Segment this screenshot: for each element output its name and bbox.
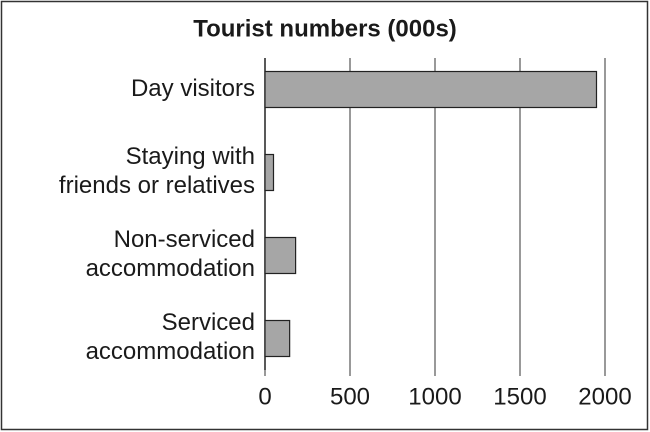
y-tick-label: Day visitors xyxy=(131,75,255,102)
bar xyxy=(264,236,297,275)
bar xyxy=(264,153,275,192)
y-tick-label: Staying with friends or relatives xyxy=(59,143,255,199)
x-tick-label: 2000 xyxy=(578,383,631,410)
bar xyxy=(264,319,291,358)
bar xyxy=(264,70,598,109)
x-tick-label: 500 xyxy=(330,383,370,410)
chart-title: Tourist numbers (000s) xyxy=(193,15,457,42)
y-tick-label: Non-serviced accommodation xyxy=(86,226,255,282)
x-tick-label: 0 xyxy=(258,383,271,410)
y-tick-label: Serviced accommodation xyxy=(86,309,255,365)
x-tick-label: 1500 xyxy=(493,383,546,410)
x-tick-label: 1000 xyxy=(408,383,461,410)
